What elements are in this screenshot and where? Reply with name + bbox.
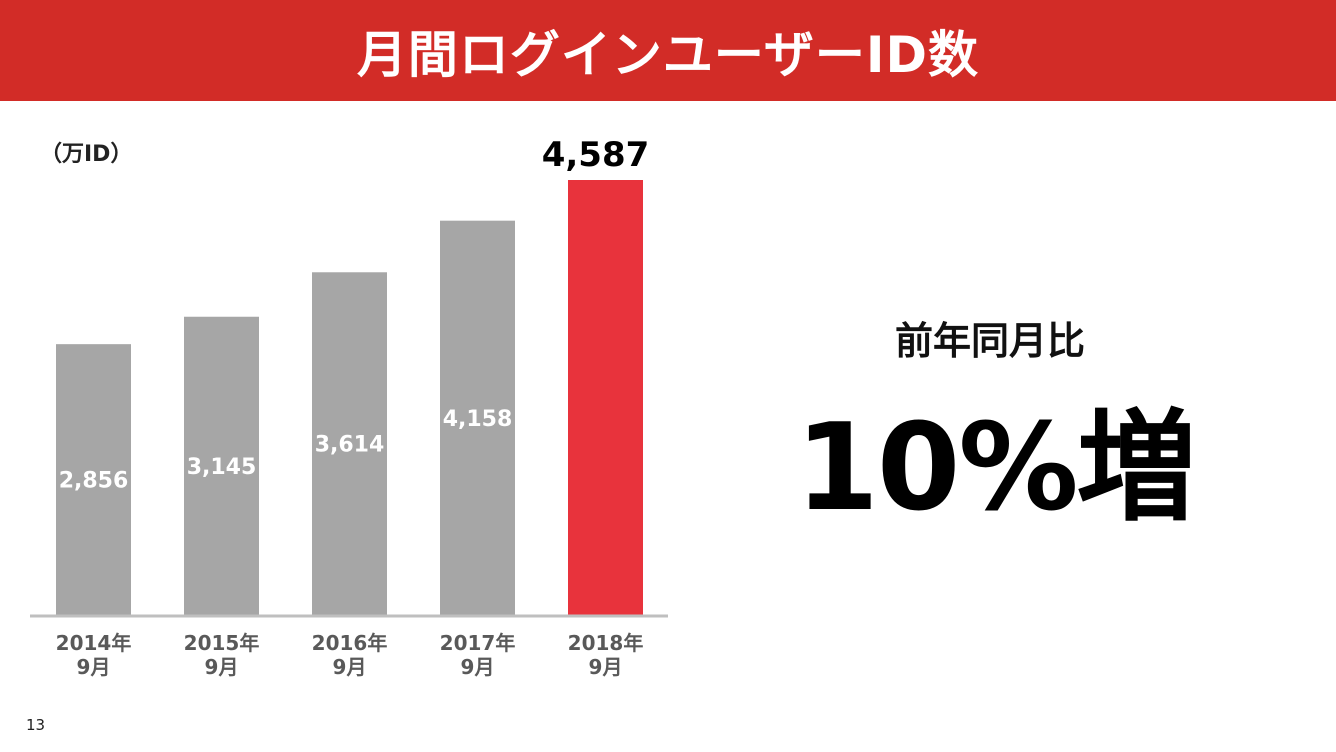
data-label-4: 4,587 [542, 135, 650, 175]
x-tick-label-4: 2018年 [568, 631, 644, 655]
bar-1 [184, 316, 259, 615]
x-tick-label-0: 2014年 [56, 631, 132, 655]
data-label-0: 2,856 [59, 469, 129, 494]
bar-chart: 2,8562014年9月3,1452015年9月3,6142016年9月4,15… [30, 135, 668, 679]
x-tick-label-1: 2015年 [184, 631, 260, 655]
unit-label: （万ID） [40, 142, 133, 167]
yoy-value: 10%増 [795, 399, 1196, 538]
data-label-1: 3,145 [187, 455, 257, 480]
x-tick-label-2: 9月 [333, 655, 367, 679]
x-tick-label-4: 9月 [589, 655, 623, 679]
title-banner: 月間ログインユーザーID数 [0, 0, 1336, 101]
x-tick-label-0: 9月 [77, 655, 111, 679]
data-label-3: 4,158 [443, 407, 513, 432]
data-label-2: 3,614 [315, 433, 385, 458]
x-tick-label-3: 2017年 [440, 631, 516, 655]
bar-0 [56, 344, 131, 615]
page-title: 月間ログインユーザーID数 [356, 25, 980, 84]
page-number: 13 [26, 716, 46, 734]
bar-2 [312, 272, 387, 615]
x-tick-label-1: 9月 [205, 655, 239, 679]
x-tick-label-2: 2016年 [312, 631, 388, 655]
bar-3 [440, 220, 515, 615]
x-tick-label-3: 9月 [461, 655, 495, 679]
yoy-label: 前年同月比 [894, 319, 1085, 363]
bar-4 [568, 180, 643, 615]
